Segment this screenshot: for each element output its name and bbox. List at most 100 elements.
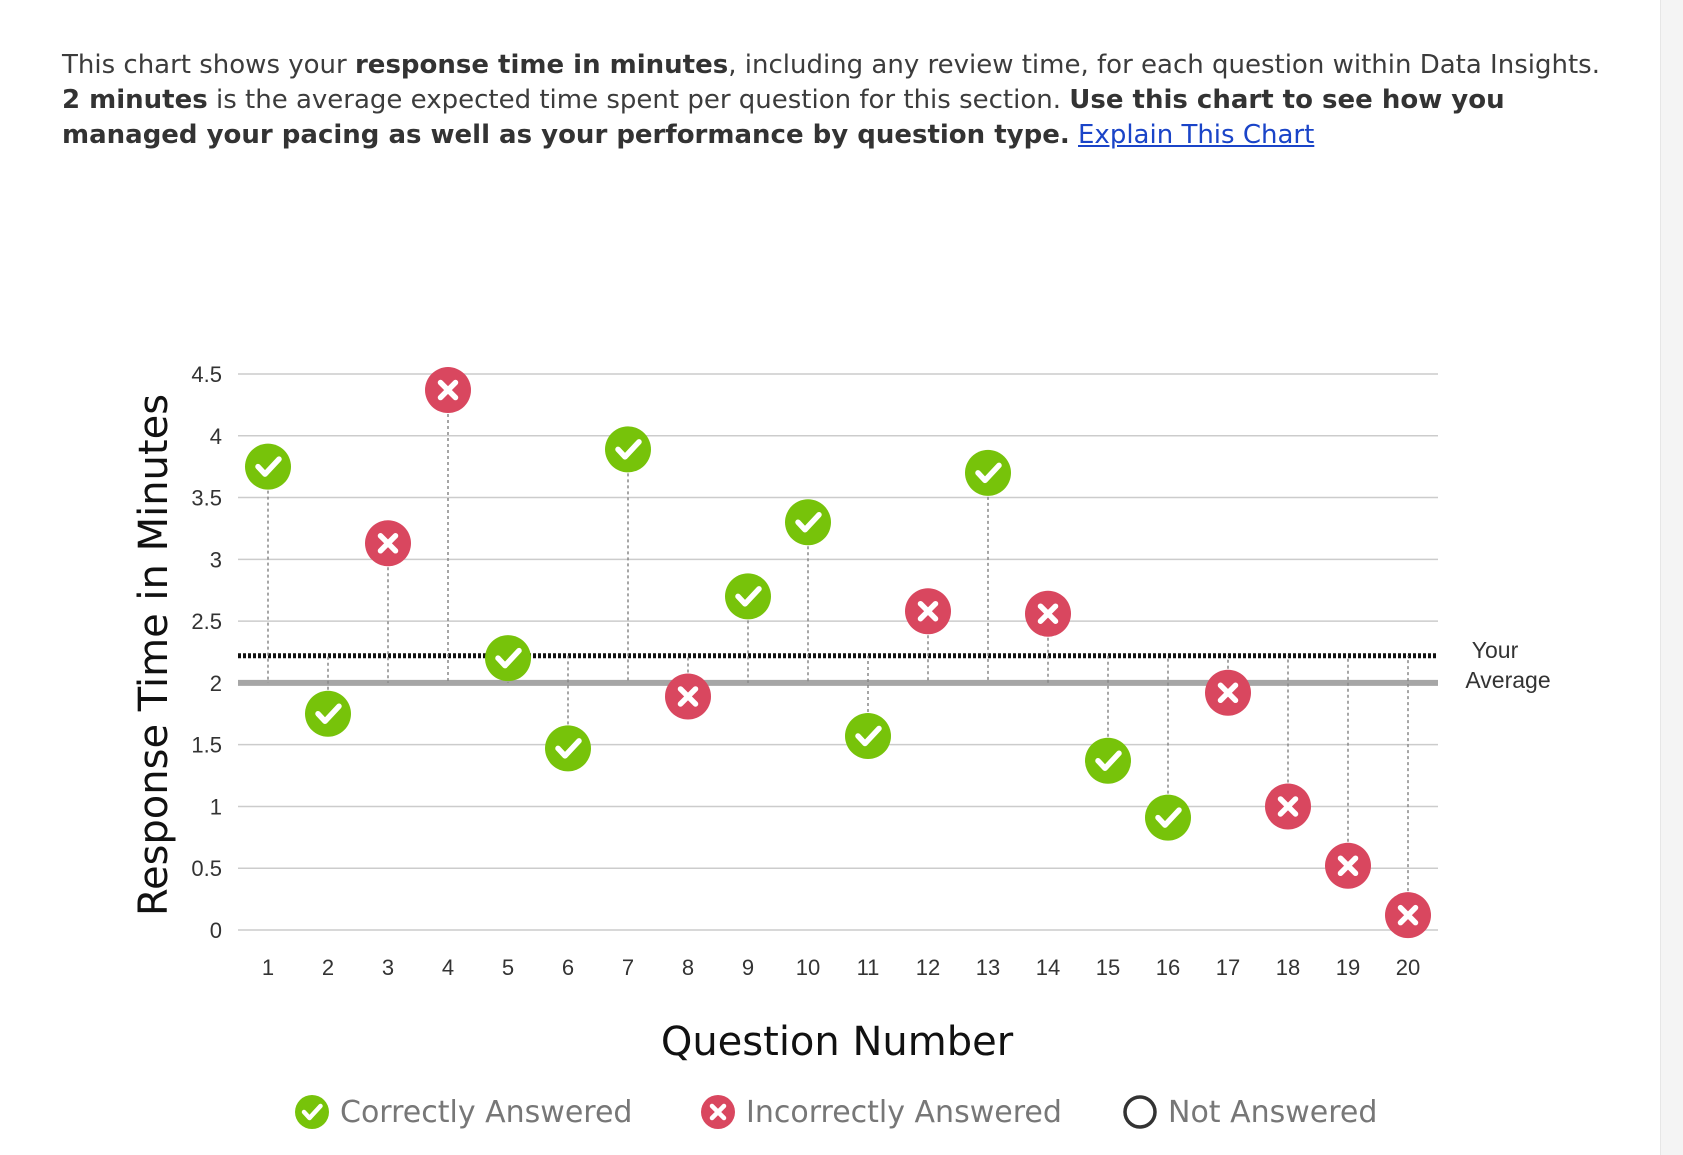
x-tick-label: 5 <box>502 955 514 980</box>
legend-item-not-answered: Not Answered <box>1122 1090 1377 1134</box>
x-mark <box>1217 682 1239 704</box>
correct-point[interactable] <box>305 690 351 737</box>
x-mark <box>1337 855 1359 877</box>
y-axis-ticks: 0 0.5 1 1.5 2 2.5 3 3.5 4 4.5 <box>191 362 222 943</box>
correct-point[interactable] <box>725 573 771 620</box>
x-tick-label: 9 <box>742 955 754 980</box>
x-tick-label: 10 <box>796 955 820 980</box>
x-mark <box>1277 796 1299 817</box>
x-tick-label: 11 <box>857 955 880 980</box>
y-axis-title: Response Time in Minutes <box>131 394 177 916</box>
empty-circle-icon <box>1123 1095 1157 1129</box>
intro-bold-two-minutes: 2 minutes <box>62 85 208 115</box>
check-mark <box>1095 750 1122 771</box>
correct-point[interactable] <box>245 443 291 490</box>
chart-legend: Correctly Answered Incorrectly Answered … <box>0 1090 1683 1134</box>
check-circle-icon <box>965 449 1011 496</box>
x-tick-label: 13 <box>976 955 1000 980</box>
x-axis-ticks: 1 2 3 4 5 6 7 8 9 10 11 12 13 14 15 16 17 18 19 20 <box>262 955 1420 980</box>
grid-lines <box>238 373 1438 931</box>
check-circle-icon <box>245 443 291 490</box>
legend-item-incorrect: Incorrectly Answered <box>700 1090 1062 1134</box>
x-tick-label: 19 <box>1336 955 1360 980</box>
x-mark <box>917 600 939 622</box>
y-tick-label: 3 <box>210 547 222 572</box>
x-axis-title: Question Number <box>661 1019 1014 1065</box>
x-tick-label: 1 <box>262 955 274 980</box>
x-tick-label: 2 <box>322 955 334 980</box>
legend-label-not-answered: Not Answered <box>1168 1094 1378 1130</box>
y-tick-label: 2.5 <box>191 609 222 634</box>
correct-point[interactable] <box>485 635 531 682</box>
correct-point[interactable] <box>785 499 831 546</box>
incorrect-point[interactable] <box>665 673 711 720</box>
check-mark <box>495 647 522 669</box>
check-circle-icon <box>725 573 771 620</box>
check-mark <box>795 512 822 533</box>
check-circle-icon <box>845 713 891 760</box>
x-tick-label: 8 <box>682 955 694 980</box>
x-circle-icon <box>701 1095 735 1129</box>
incorrect-point[interactable] <box>365 520 411 567</box>
correct-point[interactable] <box>1085 737 1131 784</box>
correct-point[interactable] <box>1145 794 1191 841</box>
x-tick-label: 4 <box>442 955 454 980</box>
check-circle-icon <box>605 426 651 473</box>
x-tick-label: 3 <box>382 955 394 980</box>
legend-label-incorrect: Incorrectly Answered <box>746 1094 1062 1130</box>
y-tick-label: 4.5 <box>191 362 222 387</box>
incorrect-point[interactable] <box>905 588 951 635</box>
x-tick-label: 16 <box>1156 955 1180 980</box>
x-tick-label: 15 <box>1096 955 1120 980</box>
explain-chart-link[interactable]: Explain This Chart <box>1078 120 1315 150</box>
check-mark <box>255 456 282 477</box>
check-mark <box>855 725 882 747</box>
x-mark <box>377 533 399 554</box>
y-tick-label: 1 <box>210 794 222 819</box>
check-mark <box>975 462 1002 484</box>
incorrect-point[interactable] <box>1205 669 1251 716</box>
x-tick-label: 14 <box>1036 955 1060 980</box>
check-circle-icon <box>1085 737 1131 784</box>
intro-text-2: , including any review time, for each qu… <box>728 50 1600 80</box>
x-tick-label: 12 <box>916 955 940 980</box>
intro-text-1: This chart shows your <box>62 50 355 80</box>
y-tick-label: 1.5 <box>191 733 222 758</box>
x-tick-label: 17 <box>1216 955 1240 980</box>
incorrect-point[interactable] <box>1385 892 1431 939</box>
check-circle-icon <box>545 725 591 772</box>
chart-description: This chart shows your response time in m… <box>62 48 1622 153</box>
check-mark <box>615 439 642 460</box>
reference-lines <box>238 653 1438 686</box>
incorrect-point[interactable] <box>1325 842 1371 889</box>
x-tick-label: 20 <box>1396 955 1420 980</box>
y-tick-label: 4 <box>210 424 222 449</box>
check-circle-icon <box>1145 794 1191 841</box>
y-tick-label: 3.5 <box>191 486 222 511</box>
x-mark <box>437 379 459 401</box>
your-average-label: Your Average <box>1465 637 1550 693</box>
correct-point[interactable] <box>605 426 651 473</box>
x-tick-label: 18 <box>1276 955 1300 980</box>
x-tick-label: 7 <box>622 955 634 980</box>
y-tick-label: 0.5 <box>191 856 222 881</box>
x-mark <box>1397 904 1419 926</box>
incorrect-point[interactable] <box>1025 590 1071 637</box>
x-mark <box>677 686 699 707</box>
check-circle-icon <box>785 499 831 546</box>
drop-lines <box>267 390 1409 916</box>
correct-point[interactable] <box>845 713 891 760</box>
correct-point[interactable] <box>545 725 591 772</box>
correct-point[interactable] <box>965 449 1011 496</box>
your-average-label-line-1: Your <box>1472 637 1519 663</box>
x-mark <box>1037 603 1059 624</box>
check-circle-icon <box>295 1095 329 1129</box>
y-tick-label: 2 <box>210 671 222 696</box>
incorrect-point[interactable] <box>1265 783 1311 830</box>
x-tick-label: 6 <box>562 955 574 980</box>
your-average-label-line-2: Average <box>1465 667 1550 693</box>
check-circle-icon <box>305 690 351 737</box>
incorrect-point[interactable] <box>425 367 471 414</box>
check-circle-icon <box>485 635 531 682</box>
